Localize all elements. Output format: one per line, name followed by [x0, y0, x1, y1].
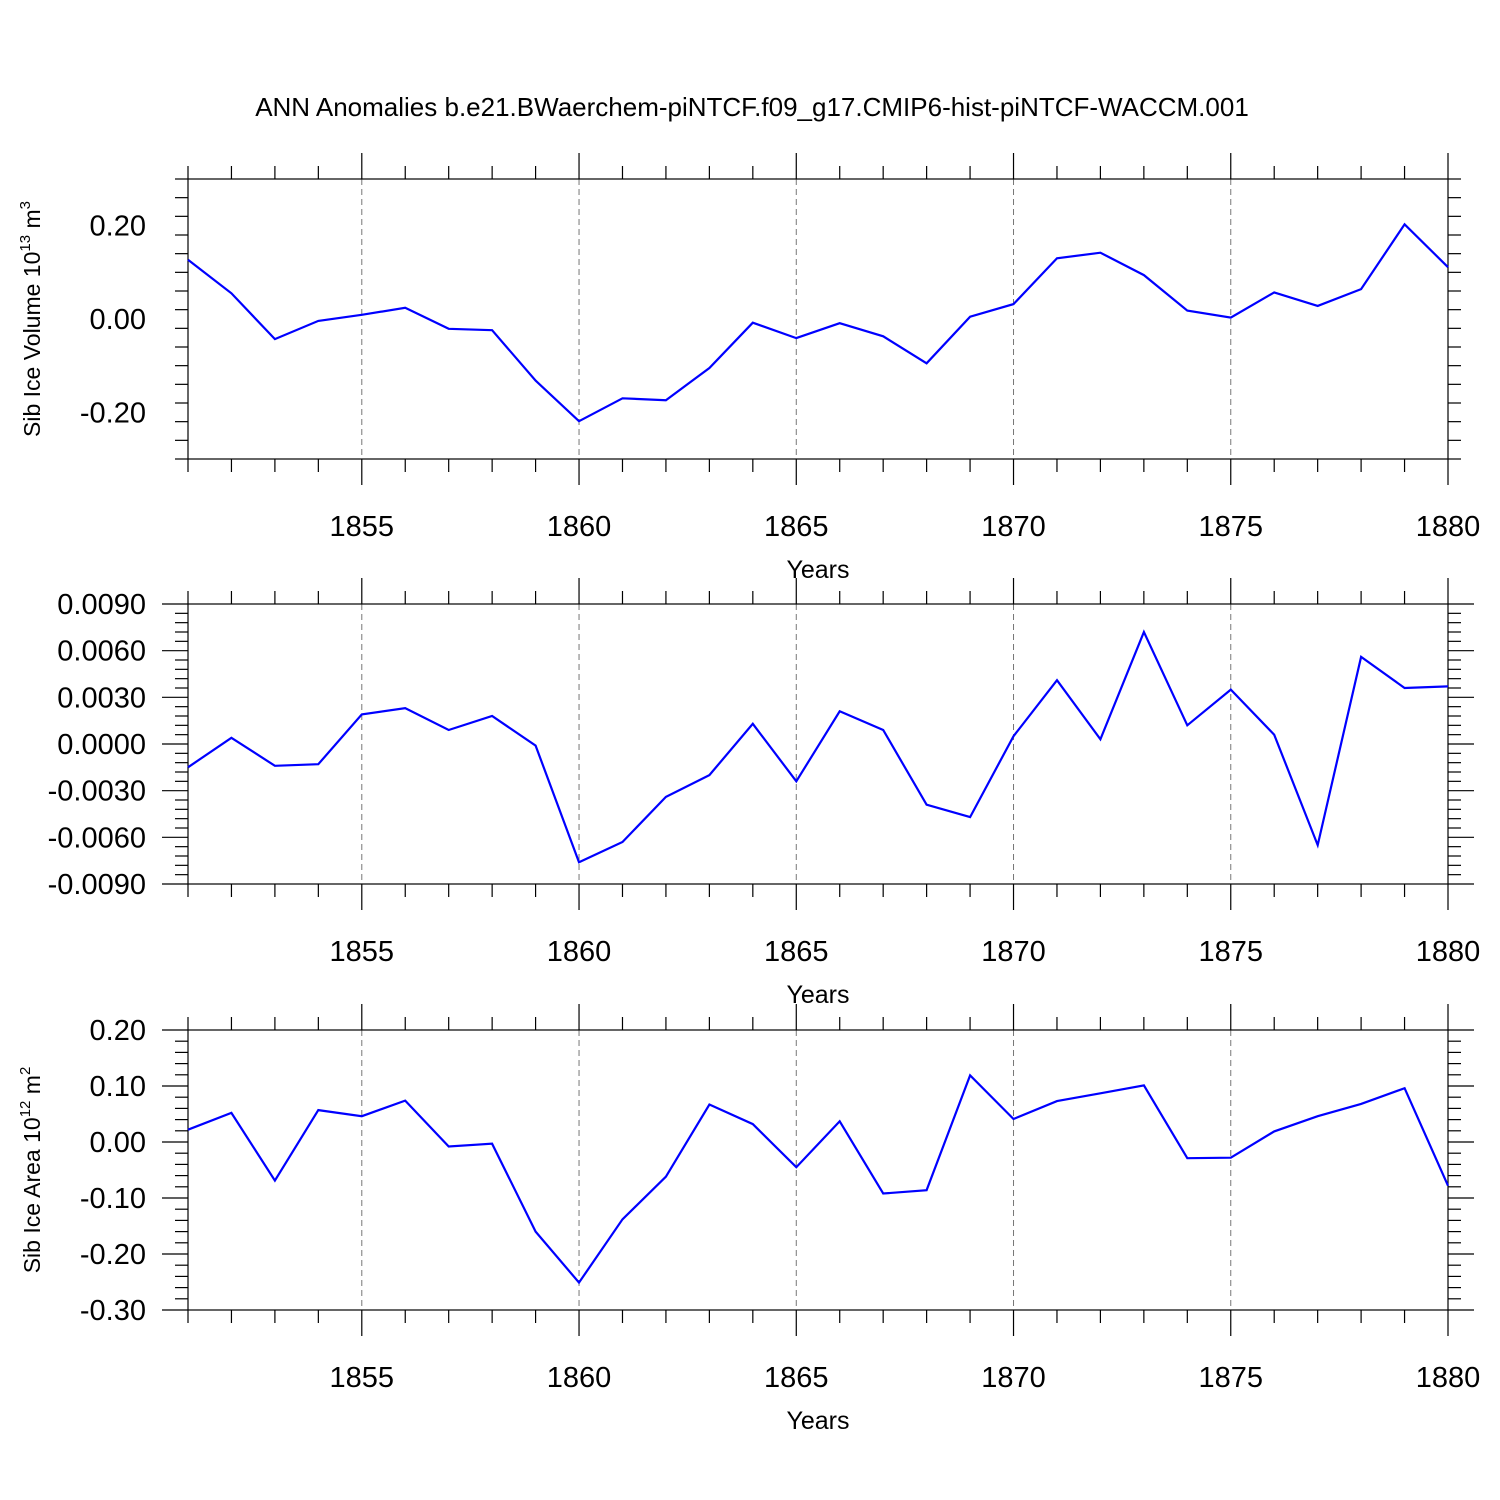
x-tick-label: 1855: [330, 936, 395, 968]
x-axis-label: Years: [786, 556, 849, 584]
x-tick-label: 1870: [981, 511, 1046, 543]
y-tick-label: 0.20: [90, 211, 146, 243]
y-axis-label: Sib Ice Area 1012 m2: [17, 1067, 45, 1274]
x-tick-label: 1860: [547, 1362, 612, 1394]
x-tick-label: 1880: [1416, 1362, 1481, 1394]
series-line: [187, 1073, 1450, 1285]
y-tick-label: 0.0090: [57, 589, 146, 621]
y-tick-label: 0.20: [90, 1015, 146, 1047]
x-tick-label: 1875: [1199, 936, 1264, 968]
x-tick-label: 1875: [1199, 511, 1264, 543]
panel-3: -0.30 -0.20 -0.10 0.00 0.10 0.20 1855 1860 1865 1…: [17, 1004, 1480, 1435]
y-tick-label: -0.0090: [48, 869, 146, 901]
y-tick-label: -0.10: [80, 1183, 146, 1215]
y-tick-label: -0.0030: [48, 776, 146, 808]
x-tick-label: 1870: [981, 936, 1046, 968]
x-tick-label: 1860: [547, 511, 612, 543]
x-tick-label: 1870: [981, 1362, 1046, 1394]
y-tick-label: 0.0030: [57, 682, 146, 714]
x-axis-label: Years: [786, 1407, 849, 1435]
y-tick-label: 0.0060: [57, 636, 146, 668]
x-tick-label: 1855: [330, 511, 395, 543]
y-tick-label: -0.20: [80, 1239, 146, 1271]
y-tick-label: -0.0060: [48, 822, 146, 854]
x-tick-label: 1855: [330, 1362, 395, 1394]
y-tick-label: 0.00: [90, 304, 146, 336]
series-line: [187, 222, 1449, 423]
y-tick-label: -0.20: [80, 397, 146, 429]
y-axis-label: Sib Snow Volume 1013 m3: [0, 613, 5, 876]
x-tick-label: 1865: [764, 511, 829, 543]
y-tick-label: 0.00: [90, 1127, 146, 1159]
x-axis-label: Years: [786, 981, 849, 1009]
x-tick-label: 1880: [1416, 511, 1481, 543]
panel-2: -0.0090 -0.0060 -0.0030 0.0000 0.0030 0.0060 0…: [0, 578, 1480, 1009]
y-tick-label: -0.30: [80, 1295, 146, 1327]
chart-title: ANN Anomalies b.e21.BWaerchem-piNTCF.f09…: [255, 92, 1249, 122]
y-axis-label: Sib Ice Volume 1013 m3: [17, 201, 45, 437]
x-tick-label: 1880: [1416, 936, 1481, 968]
x-tick-label: 1865: [764, 936, 829, 968]
y-tick-label: 0.10: [90, 1071, 146, 1103]
series-line: [187, 629, 1449, 864]
plot-frame: [187, 178, 1449, 460]
plot-frame: [187, 603, 1449, 885]
y-tick-label: 0.0000: [57, 729, 146, 761]
x-tick-label: 1860: [547, 936, 612, 968]
plot-frame: [187, 1029, 1449, 1311]
x-tick-label: 1865: [764, 1362, 829, 1394]
x-tick-label: 1875: [1199, 1362, 1264, 1394]
panels: -0.20 0.00 0.20 1855 1860 1865 1870 1875 1880 Yea…: [0, 153, 1480, 1435]
panel-1: -0.20 0.00 0.20 1855 1860 1865 1870 1875 1880 Yea…: [17, 153, 1480, 584]
